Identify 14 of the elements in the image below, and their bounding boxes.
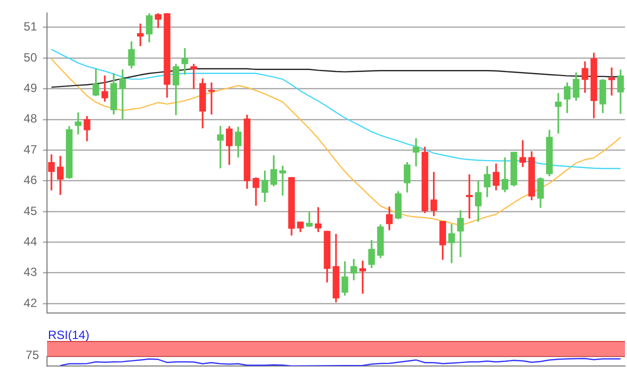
y-tick-label: 45 xyxy=(24,204,38,218)
y-tick-label: 48 xyxy=(24,112,38,126)
y-tick-label: 51 xyxy=(24,20,38,34)
y-tick-label: 47 xyxy=(24,142,38,156)
text: 75 xyxy=(26,348,39,362)
y-tick-label: 46 xyxy=(24,173,38,188)
y-tick-label: 42 xyxy=(24,296,38,310)
y-tick-label: 50 xyxy=(24,50,38,64)
y-tick-label: 49 xyxy=(24,81,38,96)
chart-title: RSI(14) xyxy=(48,328,90,342)
y-tick-label: 44 xyxy=(24,234,38,249)
y-tick-label: 43 xyxy=(24,265,38,280)
candlestick xyxy=(208,82,215,115)
candlestick xyxy=(412,138,420,166)
